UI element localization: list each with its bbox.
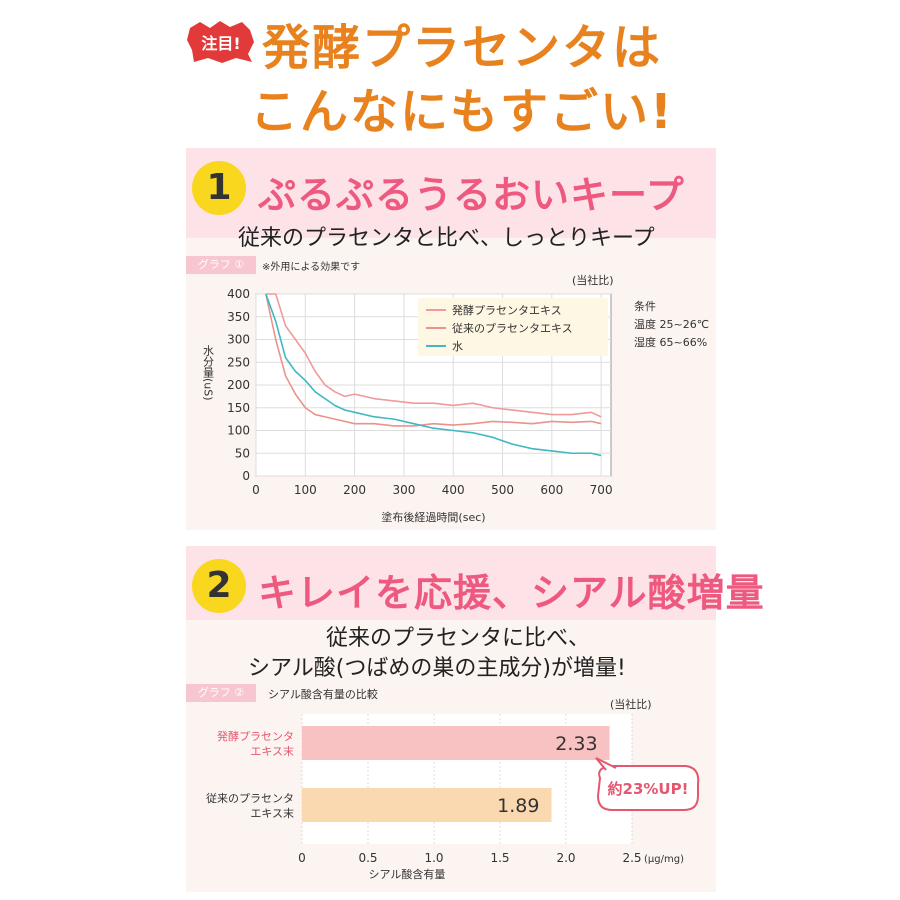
condition-label: 条件 [634, 300, 656, 313]
condition-humidity: 湿度 65~66% [634, 336, 708, 349]
category-label-2: エキス末 [250, 806, 294, 820]
section-1-heading: ぷるぷるうるおいキープ [258, 173, 685, 217]
y-tick-label: 50 [235, 446, 250, 460]
section-2-subheading-2: シアル酸(つばめの巣の主成分)が増量! [248, 656, 626, 681]
y-tick-label: 150 [227, 401, 250, 415]
x-tick-label: 1.5 [490, 851, 509, 865]
callout-text: 約23%UP! [608, 780, 689, 798]
category-label-2: 従来のプラセンタ [206, 792, 294, 805]
attention-badge: 注目! [187, 21, 254, 63]
section-2-number: 2 [192, 559, 246, 613]
moisture-line-chart: 0 50 100 150 200 250 300 350 400 0 100 200 300 400 500… [202, 287, 613, 524]
section-2-heading: キレイを応援、シアル酸増量 [258, 571, 765, 615]
section-2-header-band [186, 546, 716, 620]
bar-value-label-2: 1.89 [497, 795, 539, 817]
bar-1 [302, 726, 610, 760]
x-axis-unit: (μg/mg) [644, 854, 684, 865]
series-line-2 [265, 293, 602, 427]
legend-label-1: 発酵プラセンタエキス [452, 303, 562, 317]
section-2-subheading-1: 従来のプラセンタに比べ、 [326, 626, 591, 651]
x-tick-label: 200 [343, 483, 366, 497]
y-tick-label: 400 [227, 287, 250, 301]
y-tick-label: 200 [227, 378, 250, 392]
bar-2 [302, 788, 552, 822]
increase-callout: 約23%UP! [595, 757, 700, 811]
sialic-acid-bar-chart: 0 0.5 1.0 1.5 2.0 2.5 (μg/mg) シアル酸含有量 2.33 発酵プラセン… [206, 714, 700, 881]
section-1-panel: 1 ぷるぷるうるおいキープ 従来のプラセンタと比べ、しっとりキープ グラフ ① … [186, 148, 716, 530]
section-1-number: 1 [192, 161, 246, 215]
graph-1-tag: グラフ ① [186, 256, 256, 274]
x-tick-label: 1.0 [424, 851, 443, 865]
callout-pointer [595, 757, 617, 771]
y-tick-label: 300 [227, 333, 250, 347]
y-tick-label: 350 [227, 310, 250, 324]
bar-value-label-1: 2.33 [555, 733, 597, 755]
x-axis-label: 塗布後経過時間(sec) [381, 510, 485, 524]
x-tick-label: 600 [540, 483, 563, 497]
x-tick-label: 700 [590, 483, 613, 497]
badge-text: 注目! [201, 34, 240, 53]
series-line-3 [265, 293, 602, 457]
x-tick-label: 100 [294, 483, 317, 497]
x-tick-label: 500 [491, 483, 514, 497]
legend-label-3: 水 [452, 340, 463, 353]
x-tick-label: 0 [298, 851, 306, 865]
y-tick-label: 0 [242, 469, 250, 483]
y-tick-label: 250 [227, 355, 250, 369]
legend-label-2: 従来のプラセンタエキス [452, 322, 573, 335]
x-tick-label: 2.0 [556, 851, 575, 865]
x-tick-label: 400 [442, 483, 465, 497]
section-1-header-band [186, 148, 716, 238]
graph-1-note: ※外用による効果です [262, 262, 361, 273]
condition-temperature: 温度 25~26℃ [634, 318, 710, 331]
section-1-subheading: 従来のプラセンタと比べ、しっとりキープ [238, 226, 655, 251]
category-label-1: エキス末 [250, 744, 294, 758]
graph-2-company-note: (当社比) [610, 698, 652, 711]
title-line-2: こんなにもすごい! [250, 84, 674, 140]
x-tick-label: 2.5 [622, 851, 641, 865]
legend-box [418, 298, 608, 356]
y-axis-label: 水分量(uS) [202, 345, 215, 401]
x-tick-label: 0 [252, 483, 260, 497]
graph-2-title: シアル酸含有量の比較 [268, 688, 378, 701]
x-tick-label: 0.5 [358, 851, 377, 865]
x-axis-label: シアル酸含有量 [369, 867, 446, 881]
page-header: 注目! 発酵プラセンタは こんなにもすごい! [0, 0, 900, 140]
title-line-1: 発酵プラセンタは [262, 20, 663, 76]
graph-1-company-note: (当社比) [572, 274, 614, 287]
category-label-1: 発酵プラセンタ [217, 729, 294, 743]
y-tick-label: 100 [227, 424, 250, 438]
section-2-panel: 2 キレイを応援、シアル酸増量 従来のプラセンタに比べ、 シアル酸(つばめの巣の… [186, 546, 764, 892]
graph-2-tag: グラフ ② [186, 684, 256, 702]
x-tick-label: 300 [392, 483, 415, 497]
series-line-1 [265, 293, 602, 418]
